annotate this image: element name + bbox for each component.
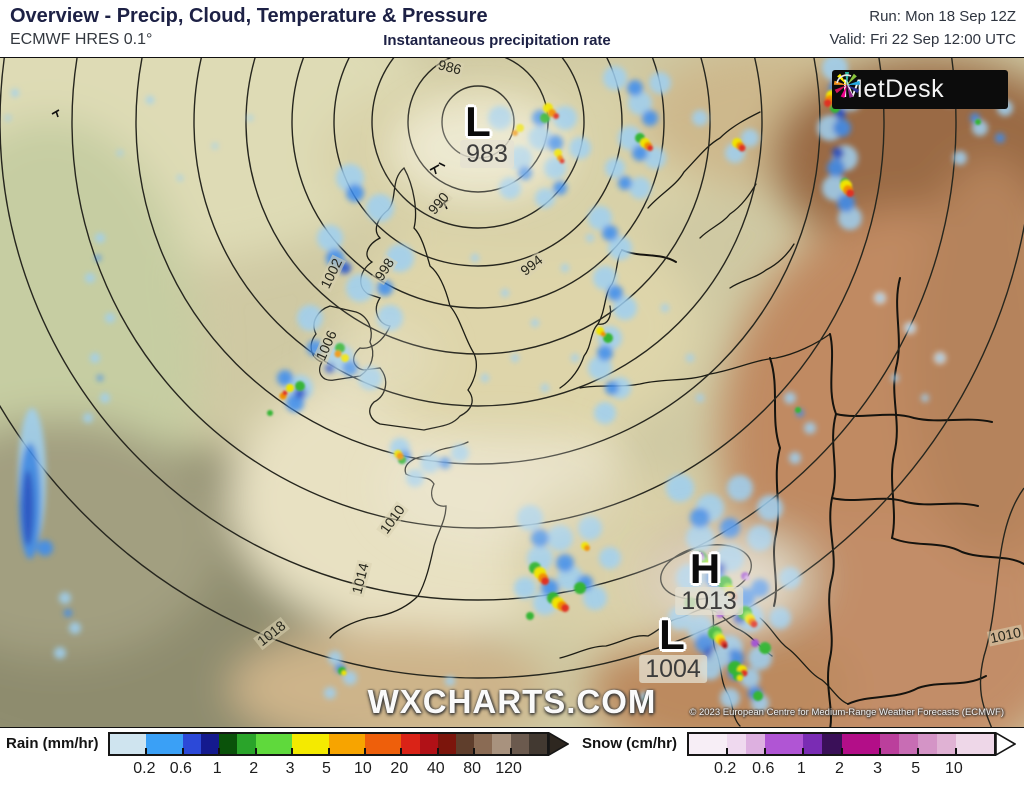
legend-arrow (549, 732, 569, 756)
legend-tick-label: 0.6 (752, 760, 775, 777)
legend-color-segment (822, 734, 842, 754)
legend-tick-mark (802, 748, 805, 754)
legend-color-segment (510, 734, 529, 754)
low-center-value: 983 (460, 140, 514, 168)
legend-color-segment (746, 734, 766, 754)
legend-tick-mark (726, 748, 729, 754)
legend-tick-label: 0.2 (133, 760, 156, 777)
legend-tick-mark (363, 748, 366, 754)
legend-color-segment (201, 734, 220, 754)
legend-tick-label: 10 (354, 760, 372, 777)
legend-color-segment (492, 734, 511, 754)
legend-tick-mark (327, 748, 330, 754)
legend-color-segment (879, 734, 899, 754)
metdesk-pinwheel-icon (833, 72, 861, 98)
precipitation-fields (5, 58, 1013, 712)
legend-tick-label: 80 (463, 760, 482, 777)
weather-map: 986 990 994 998 1002 1006 1010 1014 1018… (0, 57, 1024, 728)
legend-tick-label: 20 (390, 760, 409, 777)
legend-color-segment (110, 734, 147, 754)
legend-tick-label: 40 (426, 760, 445, 777)
watermark: WXCHARTS.COM (367, 683, 657, 720)
legend-color-segment (689, 734, 728, 754)
legend-tick-label: 120 (495, 760, 522, 777)
legend-tick-label: 1 (212, 760, 222, 777)
legend-color-segment (765, 734, 804, 754)
legend-tick-mark (254, 748, 257, 754)
legend-color-segment (146, 734, 183, 754)
legend-tick-mark (436, 748, 439, 754)
legend-color-segment (917, 734, 937, 754)
legend-color-segment (237, 734, 256, 754)
legend-tick-mark (291, 748, 294, 754)
legend-tick-mark (509, 748, 512, 754)
page-title: Overview - Precip, Cloud, Temperature & … (10, 5, 488, 27)
legend-tick-mark (840, 748, 843, 754)
snow-legend-label: Snow (cm/hr) (582, 735, 678, 752)
legend-tick-mark (218, 748, 221, 754)
run-time-label: Run: Mon 18 Sep 12Z (869, 8, 1016, 25)
snow-colorbar (687, 732, 1016, 756)
legend-color-segment (255, 734, 293, 754)
legend-tick-label: 5 (322, 760, 331, 777)
legend-color-segment (401, 734, 420, 754)
legend-color-segment (328, 734, 365, 754)
legend-color-segment (841, 734, 880, 754)
legend-color-segment (419, 734, 438, 754)
legend-tick-label: 5 (911, 760, 921, 777)
rain-legend-label: Rain (mm/hr) (6, 735, 99, 752)
legend-color-segment (455, 734, 475, 754)
legend-color-segment (364, 734, 402, 754)
high-center-value: 1013 (675, 587, 743, 615)
metdesk-logo: MetDesk (832, 70, 1008, 109)
legend-color-segment (292, 734, 329, 754)
legend-tick-label: 1 (796, 760, 806, 777)
legend-color-segment (528, 734, 547, 754)
legend-color-segment (727, 734, 747, 754)
legend-color-segment (936, 734, 956, 754)
legend-color-segment (474, 734, 493, 754)
cloud-veils (320, 103, 810, 628)
legend-tick-label: 2 (249, 760, 259, 777)
legend-tick-label: 3 (873, 760, 883, 777)
legend-tick-mark (764, 748, 767, 754)
legend-tick-mark (400, 748, 403, 754)
valid-time-label: Valid: Fri 22 Sep 12:00 UTC (829, 31, 1016, 48)
high-center-letter: H (689, 545, 721, 592)
low2-center-value: 1004 (639, 655, 707, 683)
legend-tick-mark (878, 748, 881, 754)
legend-tick-label: 3 (285, 760, 295, 777)
legend-tick-label: 0.2 (714, 760, 737, 777)
low-center-letter: L (465, 98, 491, 145)
copyright-notice: © 2023 European Centre for Medium-Range … (689, 707, 1004, 718)
map-graphic (0, 58, 1024, 727)
legend-tick-label: 10 (944, 760, 963, 777)
legend-color-segment (955, 734, 994, 754)
low2-center-letter: L (659, 611, 685, 658)
legend: Rain (mm/hr) 0.2 0.6 1 2 3 5 10 20 40 80 120 Snow … (0, 728, 1024, 785)
legend-tick-label: 2 (835, 760, 844, 777)
rain-colorbar (108, 732, 569, 756)
legend-arrow (996, 732, 1016, 756)
metdesk-logo-text: MetDesk (842, 75, 945, 103)
model-label: ECMWF HRES 0.1° (10, 31, 153, 48)
legend-tick-mark (473, 748, 476, 754)
legend-color-segment (803, 734, 823, 754)
legend-color-segment (437, 734, 456, 754)
header: Overview - Precip, Cloud, Temperature & … (0, 0, 1024, 57)
legend-color-segment (219, 734, 238, 754)
legend-color-segment (898, 734, 918, 754)
legend-color-segment (182, 734, 202, 754)
parameter-label: Instantaneous precipitation rate (383, 32, 611, 49)
legend-tick-mark (954, 748, 957, 754)
legend-tick-mark (181, 748, 184, 754)
legend-tick-mark (145, 748, 148, 754)
legend-tick-mark (916, 748, 919, 754)
legend-tick-label: 0.6 (169, 760, 192, 777)
